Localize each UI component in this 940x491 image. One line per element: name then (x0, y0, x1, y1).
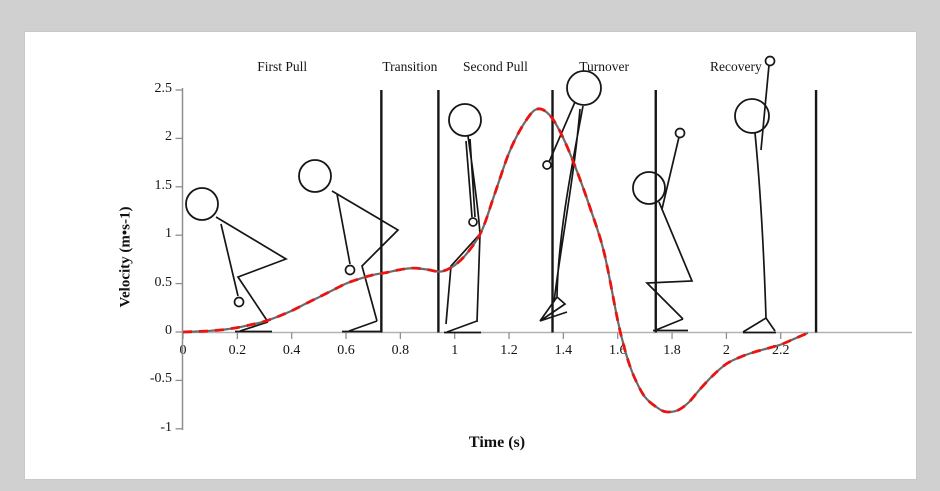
x-tick-label: 1.2 (500, 343, 518, 358)
y-tick-label: 2.5 (154, 81, 173, 96)
barbell-end-icon (344, 264, 356, 276)
stick-figure-second-pull (444, 103, 482, 334)
lifter-body-lines (444, 135, 481, 334)
x-tick-label: 1.6 (608, 343, 627, 358)
phase-label: Recovery (710, 59, 762, 74)
y-tick-label: 1.5 (154, 177, 173, 193)
lifter-body-lines (645, 136, 694, 332)
lifter-head (566, 70, 602, 106)
lifter-head (734, 98, 770, 134)
velocity-curve-solid (182, 107, 809, 414)
lifter-body-lines (331, 190, 400, 333)
barbell-end-icon (674, 127, 686, 139)
y-tick-label: 1 (165, 226, 172, 242)
phase-lines-group (380, 90, 818, 333)
x-tick-label: 1.8 (663, 343, 681, 358)
y-tick-label: -0.5 (149, 371, 172, 387)
x-tick-label: 1.4 (554, 343, 573, 358)
x-tick-label: 0.6 (337, 343, 355, 358)
y-tick-label: 0.5 (154, 274, 173, 290)
x-tick-label: 0.8 (391, 343, 410, 358)
phase-label: First Pull (257, 59, 308, 74)
lifter-head (185, 187, 219, 221)
lifter-head (632, 171, 666, 205)
stick-figures-group (185, 55, 776, 334)
lifter-body-lines (539, 101, 584, 322)
y-tick-label: 0 (165, 323, 172, 338)
lifter-head (448, 103, 482, 137)
y-tick-label: 2 (165, 129, 172, 145)
lifter-head (298, 159, 332, 193)
velocity-curve-dashed (182, 107, 809, 414)
lifter-body-lines (215, 216, 288, 333)
stick-figure-catch-squat (632, 127, 694, 332)
lifter-body-lines (742, 64, 776, 334)
x-tick-label: 2 (722, 343, 730, 358)
barbell-end-icon (764, 55, 776, 67)
x-tick-label: 1 (451, 343, 459, 358)
x-tick-label: 0.2 (228, 343, 247, 358)
x-axis-title: Time (s) (468, 434, 526, 451)
y-tick-label: -1 (160, 419, 172, 435)
stick-figure-setup-crouch (185, 187, 288, 333)
stick-figure-turnover-extension (539, 70, 602, 322)
stick-figure-first-pull (298, 159, 400, 333)
series-group (182, 107, 809, 414)
x-tick-label: 0.4 (282, 343, 301, 358)
stick-figure-recovery-stand (734, 55, 776, 334)
phase-label: Second Pull (463, 59, 528, 74)
phase-label: Turnover (579, 59, 629, 74)
barbell-end-icon (542, 160, 552, 170)
barbell-end-icon (468, 217, 478, 227)
axes-group (175, 88, 912, 430)
phase-label: Transition (382, 59, 438, 74)
barbell-end-icon (233, 296, 245, 308)
